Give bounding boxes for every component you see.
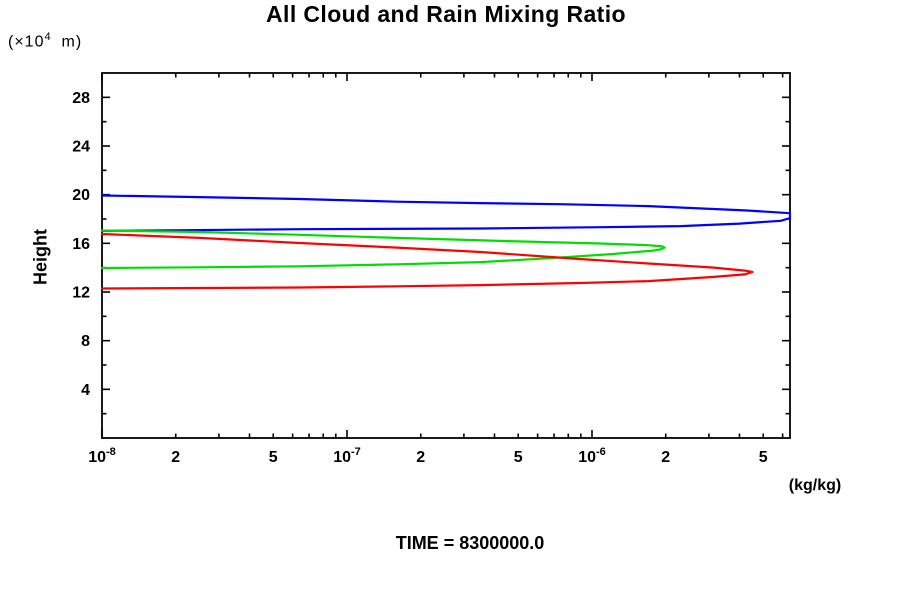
series-blue-profile — [100, 194, 792, 232]
x-tick-label: 2 — [416, 449, 425, 466]
y-tick-label: 16 — [72, 236, 90, 253]
y-tick-label: 28 — [72, 90, 90, 107]
x-tick-label: 2 — [661, 449, 670, 466]
x-axis-unit-label: (kg/kg) — [788, 477, 842, 494]
x-tick-label: 10-6 — [578, 446, 606, 466]
y-unit-suffix: m) — [50, 33, 83, 51]
y-unit-exponent: 4 — [44, 31, 51, 43]
y-unit-prefix: (×10 — [8, 33, 45, 51]
x-tick-label: 2 — [171, 449, 180, 466]
y-tick-label: 8 — [81, 333, 90, 350]
plot-area: 10-8 2 5 10-7 2 5 10-6 2 5 4 8 12 16 20 24 28 — [72, 72, 792, 466]
y-tick-label: 20 — [72, 187, 90, 204]
y-tick-label: 12 — [72, 285, 90, 302]
plot-frame — [101, 72, 791, 439]
chart-title: All Cloud and Rain Mixing Ratio — [266, 1, 626, 27]
x-tick-label: 10-8 — [88, 446, 116, 466]
time-label: TIME = 8300000.0 — [395, 533, 545, 553]
series-green-profile — [100, 229, 666, 270]
x-tick-label: 5 — [269, 449, 278, 466]
y-axis-unit-label: (×104 m) — [8, 31, 82, 51]
x-tick-label: 10-7 — [333, 446, 361, 466]
y-tick-label: 24 — [72, 139, 90, 156]
x-tick-label: 5 — [514, 449, 523, 466]
y-tick-label: 4 — [81, 382, 90, 399]
series-red-profile — [100, 232, 754, 290]
x-tick-label: 5 — [759, 449, 768, 466]
